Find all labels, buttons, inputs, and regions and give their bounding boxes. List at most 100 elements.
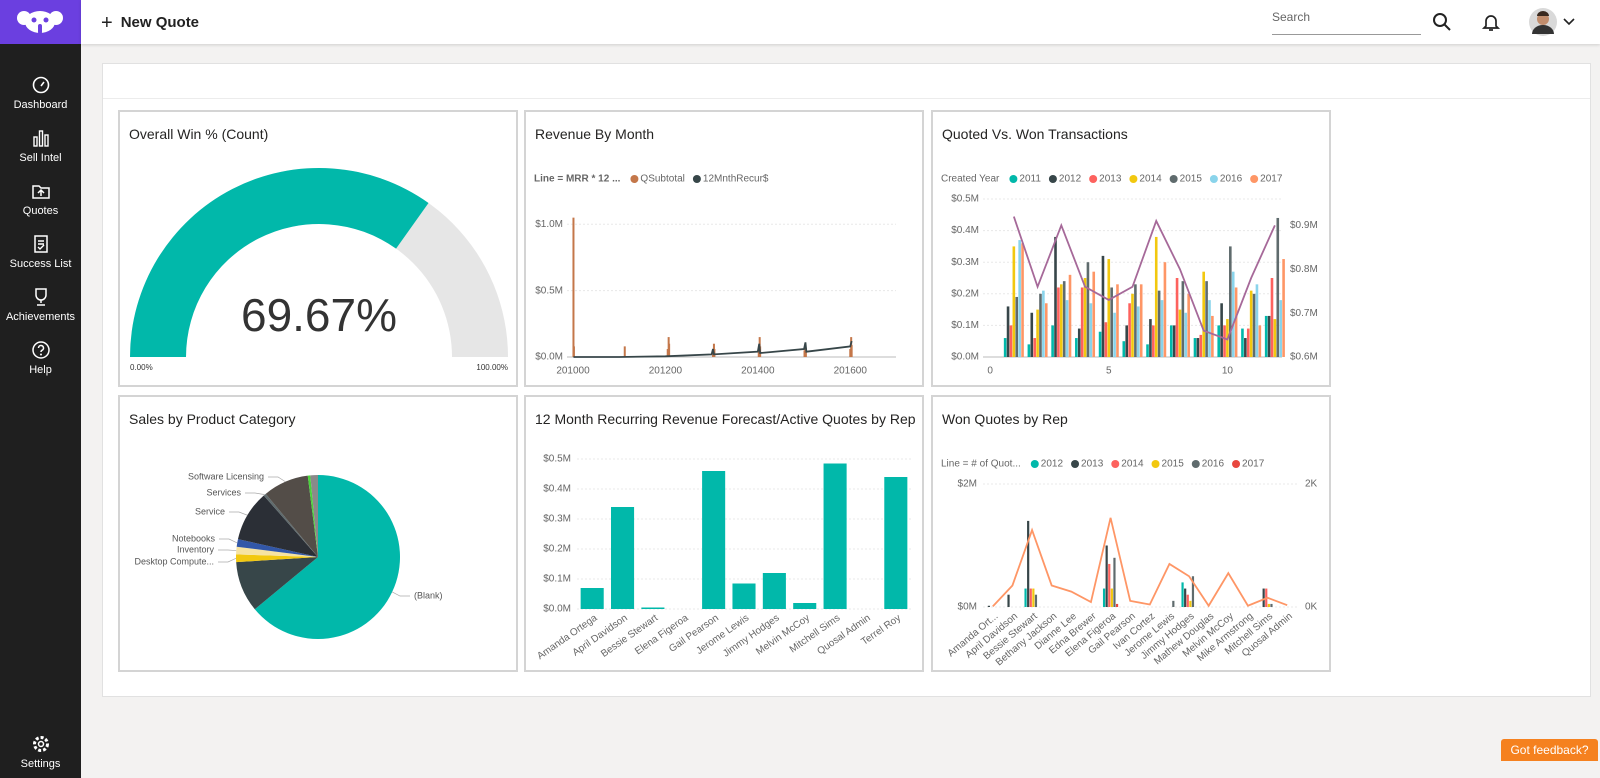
bar (1015, 296, 1019, 357)
nav-icon (31, 185, 50, 199)
chart: (Blank) Desktop Compute... InventoryNotebo… (134, 471, 443, 639)
legend-label: 2017 (1260, 174, 1283, 185)
bar (1128, 303, 1131, 357)
y-tick-label: $0.8M (1290, 264, 1318, 275)
bar (1065, 300, 1069, 357)
line-tile[interactable]: Line = MRR * 12 ... QSubtotal 12MnthRecur$… (524, 110, 924, 387)
bar-tile[interactable]: $0.0M $0.1M $0.2M $0.3M $0.4M $0.5M Amanda Ort… (524, 395, 924, 672)
combo-tile[interactable]: Line = # of Quot... 2012 2013 2014 2015 2016 2… (931, 395, 1331, 672)
search-input[interactable]: Search (1272, 10, 1421, 35)
bar (1137, 306, 1140, 357)
line-series (992, 517, 1288, 608)
bar (1077, 328, 1081, 357)
legend-label: 2015 (1180, 174, 1203, 185)
notification-icon[interactable] (1481, 12, 1501, 32)
nav-icon (31, 341, 50, 359)
legend-marker (1250, 175, 1259, 183)
bar (1178, 309, 1182, 357)
bar (1060, 284, 1063, 357)
bar (1199, 334, 1203, 357)
bar (1189, 600, 1192, 607)
gauge-min-label: 0.00% (130, 363, 153, 372)
leader-line (392, 591, 410, 597)
bar (1116, 284, 1119, 357)
nav-success-list[interactable]: Success List (0, 234, 81, 270)
bar (1034, 594, 1038, 607)
line-series (573, 340, 853, 358)
search-icon[interactable] (1432, 12, 1452, 32)
new-quote-label: New Quote (120, 14, 200, 31)
user-menu[interactable] (1528, 7, 1580, 37)
gauge-tile[interactable]: 69.67% 0.00% 100.00% Overall Win % (Count) (118, 110, 518, 387)
bar (1270, 603, 1273, 607)
bar (1267, 603, 1270, 607)
bar (1270, 278, 1274, 357)
legend-marker (1030, 460, 1039, 468)
bar (1193, 338, 1197, 357)
leader-line (219, 538, 238, 544)
bar (1262, 588, 1265, 607)
feedback-label: Got feedback? (1510, 743, 1589, 757)
pie-slice (237, 495, 318, 557)
y-tick-label: 2K (1305, 479, 1318, 490)
nav-icon (33, 235, 48, 253)
bar (1027, 520, 1030, 607)
bar (1279, 300, 1282, 357)
pie-slice (236, 539, 318, 557)
pie-slice (236, 554, 318, 563)
legend-label: 2016 (1202, 459, 1225, 470)
feedback-button[interactable]: Got feedback? (1501, 739, 1598, 761)
legend-label: 2016 (1220, 174, 1243, 185)
bar (1134, 284, 1137, 357)
chart: 69.67% 0.00% 100.00% (130, 168, 508, 372)
bar (762, 573, 786, 609)
nav-icon (32, 736, 49, 752)
bar (623, 346, 626, 357)
combo-tile[interactable]: Created Year 2011 2012 2013 2014 2015 2016 2017… (931, 110, 1331, 387)
slice-label: Services (206, 487, 241, 497)
bar (1211, 315, 1214, 357)
y-tick-label: $0.0M (543, 604, 571, 615)
legend-marker (1129, 175, 1138, 183)
bar (1012, 246, 1016, 357)
slice-label: Software Licensing (188, 471, 264, 481)
tile-title: Overall Win % (Count) (129, 126, 269, 142)
nav-label: Dashboard (13, 99, 68, 111)
nav-help[interactable]: Help (0, 340, 81, 376)
bar (1033, 338, 1036, 357)
bar (572, 217, 575, 357)
bar (1086, 262, 1090, 357)
nav-label: Quotes (22, 205, 59, 217)
top-bar: + New Quote Search (81, 0, 1600, 44)
new-quote-button[interactable]: + New Quote (101, 12, 199, 35)
nav-dashboard[interactable]: Dashboard (0, 75, 81, 111)
y-tick-label: $1.0M (535, 219, 563, 230)
legend-label: 2012 (1041, 459, 1064, 470)
bar (1098, 331, 1102, 357)
y-tick-label: $0.4M (951, 225, 979, 236)
legend-title: Line = MRR * 12 ... (534, 174, 621, 185)
legend-marker (1009, 175, 1018, 183)
nav-label: Sell Intel (19, 152, 62, 164)
bar (1217, 325, 1221, 357)
nav-achievements[interactable]: Achievements (0, 287, 81, 323)
nav-settings[interactable]: Settings (0, 734, 81, 770)
bar (884, 477, 908, 609)
nav-sell-intel[interactable]: Sell Intel (0, 128, 81, 164)
bar (1234, 287, 1238, 357)
gauge-value (130, 168, 429, 357)
legend-marker (1169, 175, 1178, 183)
logo[interactable] (0, 0, 81, 44)
legend-marker (1111, 460, 1120, 468)
legend-marker (1048, 175, 1057, 183)
bar (1149, 319, 1152, 357)
bar (1208, 300, 1211, 357)
nav-icon (32, 76, 49, 94)
legend-marker (630, 175, 639, 183)
legend-title: Created Year (941, 174, 1000, 185)
legend-label: 2015 (1162, 459, 1185, 470)
pie-tile[interactable]: (Blank) Desktop Compute... Inventory Notebo… (118, 395, 518, 672)
bar (1169, 325, 1173, 357)
bar (1089, 303, 1093, 357)
nav-quotes[interactable]: Quotes (0, 181, 81, 217)
